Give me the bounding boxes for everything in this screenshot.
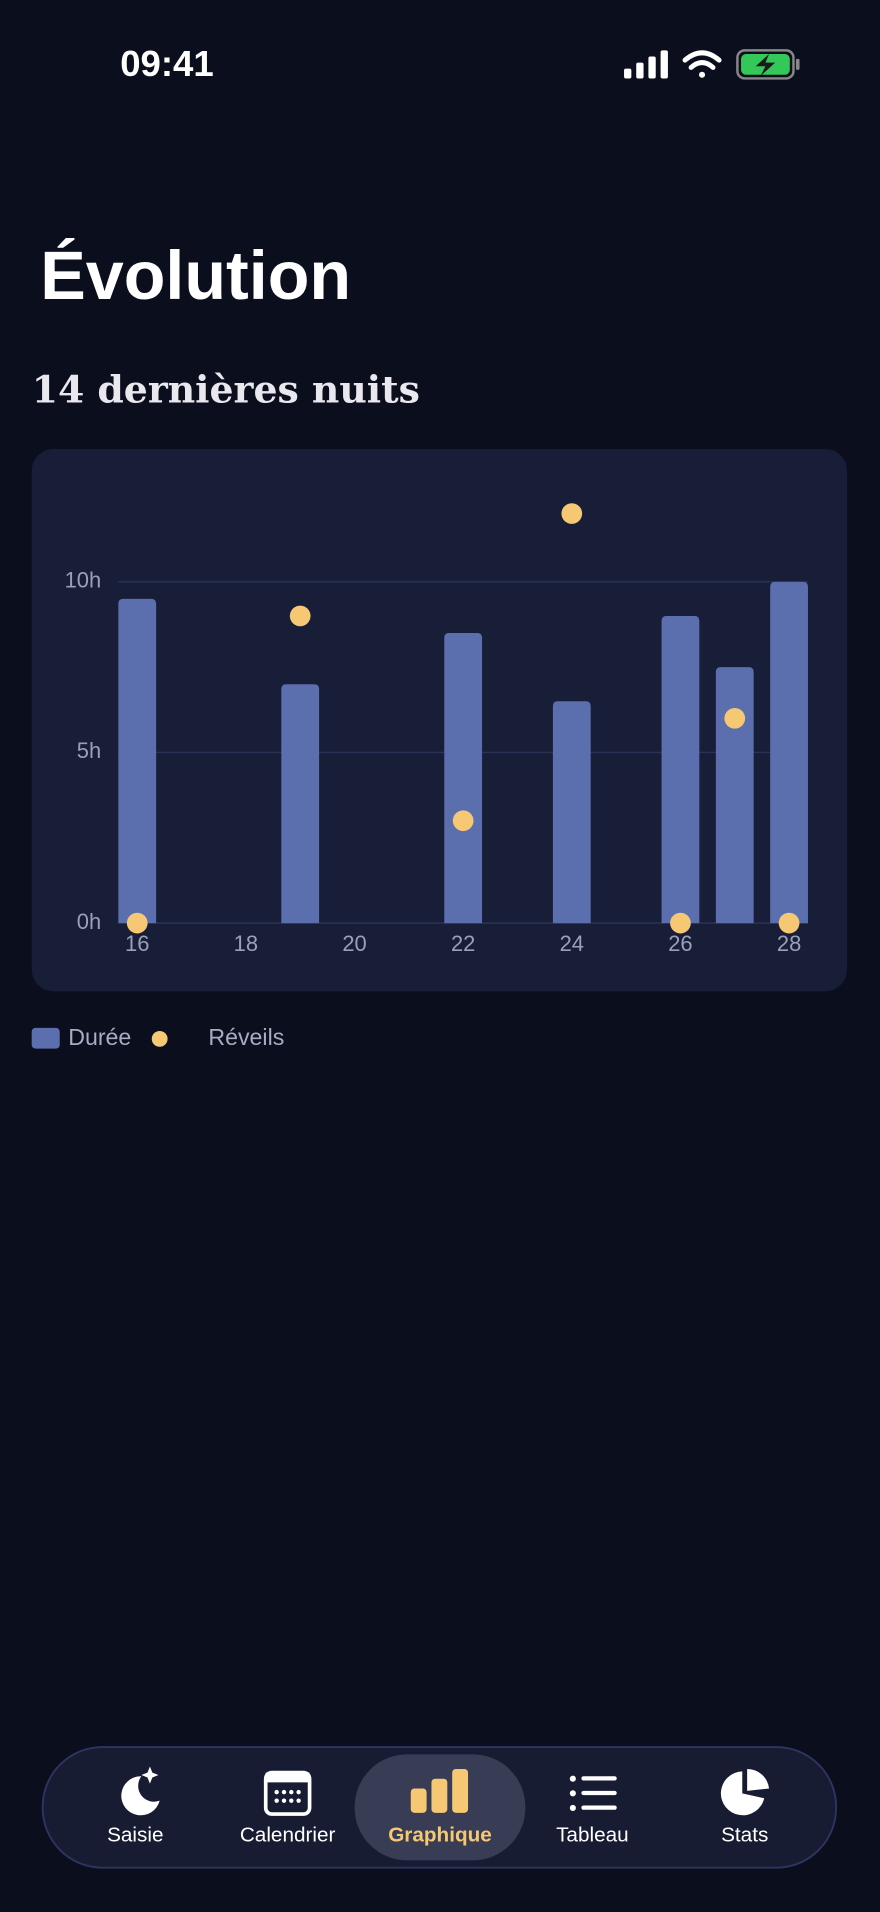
y-tick-label: 5h — [77, 738, 101, 763]
tab-label[interactable]: Graphique — [388, 1823, 492, 1846]
bar — [281, 684, 320, 924]
chart-card — [31, 448, 848, 992]
bar — [770, 581, 808, 924]
calendar-icon — [263, 1770, 312, 1816]
bar — [444, 633, 483, 924]
legend-label: Réveils — [208, 1024, 284, 1050]
plot: 0h 5h 10h 16 18 20 22 24 26 28 — [65, 503, 809, 956]
legend-label: Durée — [68, 1024, 131, 1050]
tab-label[interactable]: Saisie — [107, 1823, 163, 1846]
x-tick-label: 18 — [234, 931, 258, 956]
list-icon — [569, 1775, 617, 1812]
bar — [715, 667, 754, 924]
bar — [661, 615, 700, 924]
chart-title: 14 dernières nuits — [32, 367, 420, 411]
point — [670, 912, 691, 934]
moon-icon — [121, 1766, 160, 1816]
bar — [552, 701, 591, 924]
wifi-icon — [682, 50, 722, 78]
x-tick-label: 28 — [777, 931, 801, 956]
signal-icon — [624, 50, 668, 79]
legend: Durée Réveils — [31, 1024, 284, 1050]
tabs: Saisie Calendrier Graphique Tableau Stats — [107, 1823, 768, 1846]
tab-label[interactable]: Tableau — [556, 1823, 629, 1846]
page-title: Évolution — [40, 238, 351, 314]
x-tick-label: 16 — [125, 931, 149, 956]
x-tick-label: 26 — [668, 931, 692, 956]
x-tick-label: 24 — [560, 931, 584, 956]
legend-swatch — [31, 1027, 60, 1049]
point — [289, 605, 311, 627]
tab-label[interactable]: Calendrier — [240, 1823, 336, 1846]
point — [126, 912, 148, 934]
x-tick-label: 22 — [451, 931, 475, 956]
bar — [118, 598, 157, 924]
tab-icons — [121, 1766, 770, 1816]
status-time: 09:41 — [120, 43, 213, 84]
y-tick-label: 0h — [77, 909, 101, 934]
legend-swatch — [151, 1030, 168, 1047]
tab-label[interactable]: Stats — [721, 1823, 768, 1846]
point — [452, 810, 474, 832]
y-tick-label: 10h — [65, 568, 102, 593]
point — [778, 912, 800, 934]
battery-icon — [736, 49, 800, 80]
chart-icon — [410, 1768, 469, 1813]
point — [724, 707, 746, 729]
point — [561, 503, 583, 524]
x-tick-label: 20 — [342, 931, 366, 956]
pie-icon — [720, 1768, 770, 1816]
